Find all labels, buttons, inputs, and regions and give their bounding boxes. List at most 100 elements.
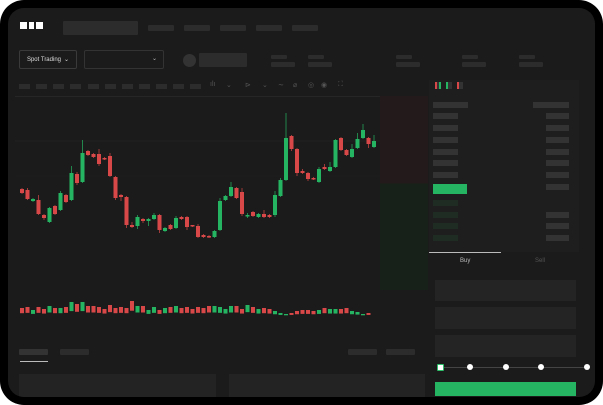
- candle-body: [322, 167, 327, 169]
- timeframe-button[interactable]: [53, 84, 64, 89]
- volume-bar: [69, 302, 74, 312]
- buy-button[interactable]: [435, 382, 576, 396]
- candle-body: [42, 215, 46, 218]
- timeframe-button[interactable]: [19, 84, 30, 89]
- nav-item[interactable]: [148, 25, 174, 31]
- stat-value: [519, 62, 543, 67]
- slider-mark[interactable]: [584, 364, 590, 370]
- spot-trading-button[interactable]: Spot Trading ⌄: [19, 50, 77, 69]
- ask-amount: [546, 113, 569, 119]
- bid-amount: [546, 223, 569, 229]
- orderbook-both-icon[interactable]: [435, 82, 441, 89]
- timeframe-button[interactable]: [105, 84, 116, 89]
- ask-price: [433, 160, 458, 166]
- tab-open-orders[interactable]: [19, 349, 48, 355]
- timeframe-button[interactable]: [190, 84, 201, 89]
- orderbook-bids-icon[interactable]: [446, 82, 452, 89]
- indicator-icon[interactable]: ılı: [210, 81, 216, 88]
- settings-icon[interactable]: ◉: [321, 82, 328, 89]
- ask-amount: [546, 125, 569, 131]
- ask-amount: [546, 184, 569, 190]
- timeframe-button[interactable]: [122, 84, 133, 89]
- nav-item[interactable]: [220, 25, 246, 31]
- volume-bar: [20, 308, 24, 314]
- nav-item[interactable]: [256, 25, 282, 31]
- stat-value: [396, 62, 420, 67]
- candle-body: [350, 149, 354, 157]
- tab-order-history[interactable]: [60, 349, 89, 355]
- orderbook-header-amount: [533, 102, 569, 108]
- slider-mark[interactable]: [467, 364, 473, 370]
- candle-body: [251, 212, 255, 216]
- total-input[interactable]: [435, 335, 576, 357]
- bid-price: [433, 212, 458, 218]
- timeframe-button[interactable]: [139, 84, 150, 89]
- amount-slider[interactable]: [437, 364, 590, 371]
- candle-body: [212, 231, 217, 237]
- pair-selector[interactable]: ⌄: [84, 50, 164, 69]
- nav-item[interactable]: [292, 25, 318, 31]
- tab-sell[interactable]: Sell: [535, 258, 546, 264]
- volume-bar: [97, 307, 101, 313]
- volume-bar: [146, 310, 151, 314]
- candle-body: [58, 193, 63, 210]
- timeframe-button[interactable]: [156, 84, 167, 89]
- amount-input[interactable]: [435, 307, 576, 329]
- ask-amount: [546, 137, 569, 143]
- draw-icon[interactable]: ⊳: [245, 82, 251, 89]
- candle-body: [355, 139, 360, 148]
- volume-bar: [218, 307, 222, 313]
- search-bar[interactable]: [63, 21, 138, 35]
- candle-body: [311, 178, 316, 180]
- timeframe-button[interactable]: [36, 84, 47, 89]
- orderbook-asks-icon[interactable]: [457, 82, 463, 89]
- candle-body: [328, 167, 332, 171]
- candle-body: [201, 235, 206, 237]
- volume-bar: [163, 308, 167, 314]
- last-price: [433, 184, 467, 194]
- candle-body: [372, 141, 376, 147]
- timeframe-button[interactable]: [88, 84, 99, 89]
- nav-item[interactable]: [184, 25, 210, 31]
- slider-mark[interactable]: [538, 364, 544, 370]
- candle-body: [36, 200, 41, 214]
- candle-body: [240, 192, 244, 214]
- candle-body: [80, 153, 85, 182]
- candle-body: [47, 208, 52, 222]
- volume-bar: [262, 308, 266, 314]
- volume-bar: [300, 310, 305, 314]
- timeframe-button[interactable]: [70, 84, 81, 89]
- volume-bar: [328, 309, 332, 314]
- volume-bar: [234, 306, 239, 313]
- candlestick-chart[interactable]: [8, 93, 428, 333]
- order-book: [429, 80, 579, 252]
- candle-body: [234, 188, 239, 198]
- ask-price: [433, 149, 458, 155]
- line-icon[interactable]: ∼: [278, 82, 284, 89]
- volume-bar: [25, 307, 30, 313]
- slider-mark[interactable]: [503, 364, 509, 370]
- filter-button[interactable]: [348, 349, 377, 355]
- candle-body: [223, 196, 228, 200]
- okx-logo[interactable]: [20, 22, 43, 29]
- timeframe-button[interactable]: [173, 84, 184, 89]
- active-tab-indicator: [429, 252, 501, 253]
- tab-buy[interactable]: Buy: [460, 258, 471, 264]
- volume-bar: [157, 310, 162, 314]
- price-input[interactable]: [435, 280, 576, 301]
- filter-button[interactable]: [386, 349, 415, 355]
- chevron-down-icon[interactable]: ⌄: [262, 82, 268, 89]
- candle-body: [124, 197, 129, 225]
- volume-bar: [190, 309, 195, 314]
- fullscreen-icon[interactable]: ⛶: [338, 81, 343, 88]
- stat-value: [462, 62, 486, 67]
- camera-icon[interactable]: ◎: [308, 82, 315, 89]
- trade-tabs: Buy Sell: [429, 252, 579, 272]
- candle-body: [229, 187, 233, 196]
- ruler-icon[interactable]: ⌀: [293, 82, 298, 89]
- chevron-down-icon[interactable]: ⌄: [226, 82, 232, 89]
- slider-handle[interactable]: [437, 364, 444, 371]
- candle-body: [157, 215, 162, 230]
- volume-bar: [75, 304, 79, 312]
